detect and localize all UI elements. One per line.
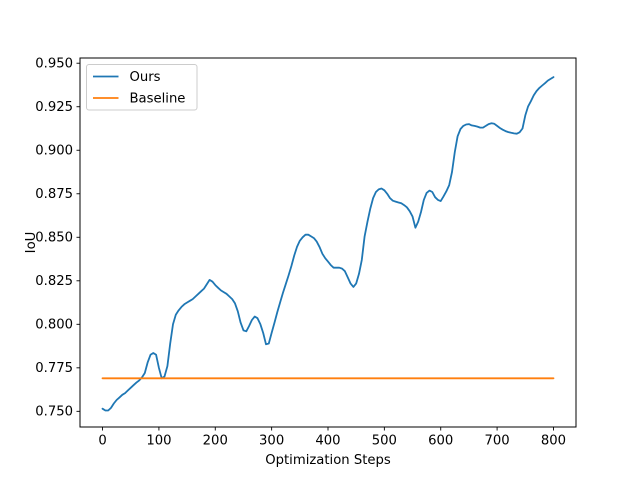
y-tick-label: 0.950: [35, 56, 73, 71]
x-tick-label: 800: [541, 434, 566, 449]
y-tick-label: 0.825: [35, 274, 73, 289]
x-axis-ticks: 0 100 200 300 400 500 600 700 800: [98, 427, 566, 449]
axes-frame: [79, 57, 577, 428]
y-tick-label: 0.900: [35, 143, 73, 158]
legend: Ours Baseline: [86, 64, 198, 111]
x-tick-label: 700: [485, 434, 510, 449]
y-tick-label: 0.750: [35, 405, 73, 420]
x-tick-label: 500: [372, 434, 397, 449]
x-tick-label: 600: [428, 434, 453, 449]
y-tick-label: 0.925: [35, 100, 73, 115]
legend-label: Baseline: [130, 92, 186, 107]
x-tick-label: 200: [203, 434, 228, 449]
plot-area: 0 100 200 300 400 500 600 700 800 0.750 0.775 0.800…: [35, 56, 577, 449]
y-axis-ticks: 0.750 0.775 0.800 0.825 0.850 0.875 0.900 0.925…: [35, 56, 80, 420]
y-tick-label: 0.850: [35, 231, 73, 246]
y-tick-label: 0.800: [35, 318, 73, 333]
x-tick-label: 0: [98, 434, 106, 449]
y-tick-label: 0.875: [35, 187, 73, 202]
x-tick-label: 100: [146, 434, 171, 449]
legend-label: Ours: [130, 70, 161, 85]
x-tick-label: 400: [315, 434, 340, 449]
y-axis-label: IoU: [24, 232, 39, 254]
y-tick-label: 0.775: [35, 361, 73, 376]
x-axis-label: Optimization Steps: [265, 453, 391, 468]
ours-line: [101, 76, 555, 412]
x-tick-label: 300: [259, 434, 284, 449]
